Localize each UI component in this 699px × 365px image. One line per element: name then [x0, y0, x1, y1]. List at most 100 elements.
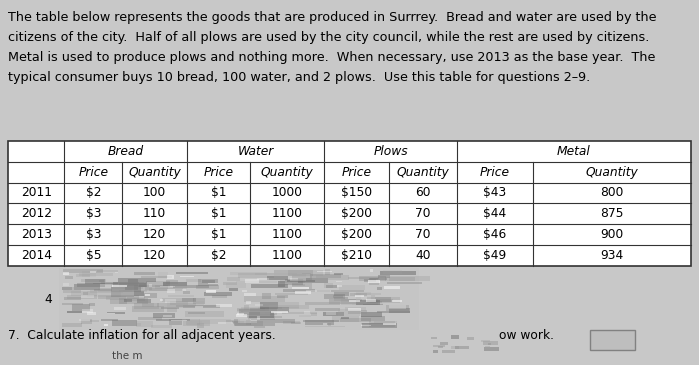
Bar — [159, 272, 168, 278]
Bar — [62, 287, 72, 291]
Bar — [291, 276, 312, 280]
Text: 875: 875 — [600, 207, 624, 220]
Bar — [64, 297, 82, 300]
Bar — [368, 280, 380, 283]
Bar — [375, 297, 391, 302]
Text: $44: $44 — [483, 207, 507, 220]
Bar — [305, 320, 334, 325]
Bar — [332, 316, 359, 322]
Bar — [356, 300, 380, 305]
Bar — [180, 276, 194, 277]
Bar — [359, 276, 386, 281]
Bar — [370, 278, 377, 280]
Bar — [284, 279, 303, 285]
Bar — [257, 278, 268, 280]
Bar — [292, 284, 305, 287]
Text: 110: 110 — [143, 207, 166, 220]
Bar — [356, 292, 371, 295]
Bar — [187, 321, 202, 326]
Bar — [173, 285, 209, 288]
Bar — [149, 288, 183, 291]
Bar — [291, 287, 309, 289]
Bar — [352, 303, 382, 305]
Bar — [124, 299, 132, 301]
Text: $200: $200 — [341, 207, 372, 220]
Bar — [236, 323, 275, 326]
Bar — [482, 341, 498, 345]
Bar — [67, 311, 82, 313]
Bar — [162, 298, 194, 302]
Bar — [258, 307, 299, 310]
Bar — [389, 276, 430, 281]
Bar — [350, 293, 367, 296]
Bar — [154, 285, 187, 289]
Bar — [371, 295, 375, 302]
Bar — [377, 287, 382, 290]
Bar — [101, 282, 139, 284]
Bar — [97, 270, 117, 272]
Bar — [160, 286, 175, 287]
Bar — [438, 346, 443, 348]
Bar — [206, 291, 216, 293]
Bar — [176, 305, 217, 307]
Bar — [302, 273, 311, 274]
Text: Water: Water — [238, 145, 273, 158]
Text: Price: Price — [342, 165, 371, 178]
Bar — [311, 313, 317, 316]
Bar — [125, 287, 138, 291]
Bar — [90, 270, 96, 273]
Bar — [182, 305, 219, 308]
Bar — [292, 283, 312, 289]
Bar — [328, 323, 331, 326]
Bar — [382, 270, 403, 274]
Text: The table below represents the goods that are produced in Surrrey.  Bread and wa: The table below represents the goods tha… — [8, 11, 657, 24]
Bar — [440, 342, 447, 345]
Bar — [193, 299, 206, 304]
Bar — [271, 311, 288, 313]
Bar — [83, 292, 88, 295]
Bar — [163, 315, 172, 318]
Bar — [254, 304, 263, 306]
Bar — [278, 303, 299, 308]
Text: Price: Price — [78, 165, 108, 178]
Bar — [467, 337, 475, 341]
Bar — [348, 310, 367, 314]
Bar — [265, 308, 286, 314]
Bar — [433, 350, 438, 353]
Bar — [278, 295, 289, 299]
Bar — [73, 304, 89, 311]
Bar — [226, 320, 240, 324]
Bar — [291, 322, 301, 324]
Bar — [90, 320, 99, 323]
Text: 2013: 2013 — [21, 228, 52, 242]
Bar — [63, 272, 69, 275]
Bar — [217, 322, 233, 324]
Bar — [227, 277, 240, 281]
Bar — [139, 283, 145, 287]
Bar — [317, 271, 331, 272]
Bar — [456, 346, 469, 349]
Bar — [186, 319, 201, 325]
Bar — [257, 319, 295, 323]
Bar — [77, 284, 106, 287]
Text: Metal: Metal — [557, 145, 591, 158]
Bar — [166, 299, 176, 303]
Bar — [208, 283, 218, 284]
Bar — [339, 285, 365, 290]
Text: Bread: Bread — [108, 145, 143, 158]
Bar — [260, 303, 278, 308]
Bar — [153, 313, 175, 318]
Bar — [238, 310, 273, 311]
Bar — [326, 312, 336, 315]
Bar — [162, 282, 187, 286]
Text: 70: 70 — [415, 228, 431, 242]
Text: Quantity: Quantity — [261, 165, 314, 178]
Bar — [182, 320, 210, 326]
Bar — [157, 319, 190, 322]
Bar — [323, 323, 327, 325]
Bar — [110, 292, 134, 297]
Bar — [323, 312, 345, 316]
Bar — [363, 279, 376, 282]
Bar — [260, 307, 289, 312]
Bar — [232, 321, 244, 323]
